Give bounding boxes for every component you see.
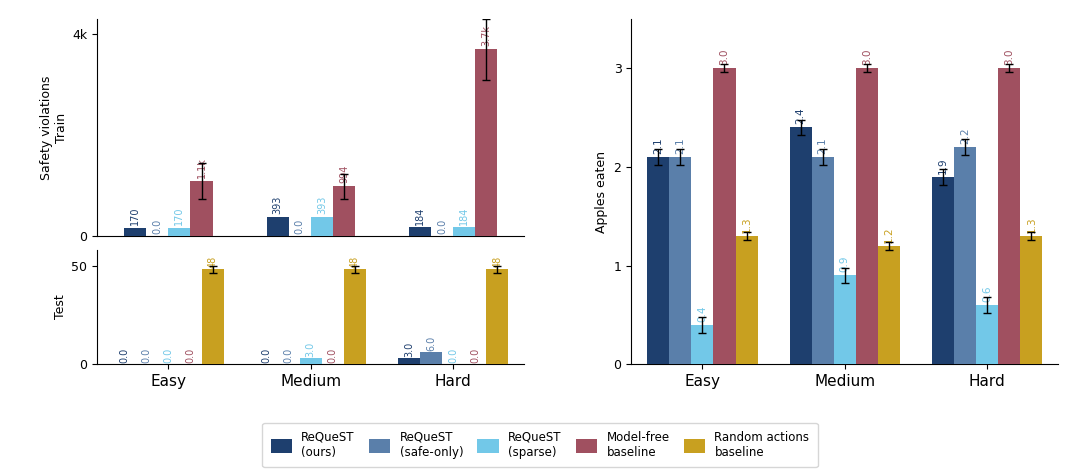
Text: 48: 48 xyxy=(207,256,217,268)
Bar xyxy=(812,157,834,364)
Text: 2.1: 2.1 xyxy=(818,138,827,154)
Bar xyxy=(311,217,333,236)
Legend: ReQueST
(ours), ReQueST
(safe-only), ReQueST
(sparse), Model-free
baseline, Rand: ReQueST (ours), ReQueST (safe-only), ReQ… xyxy=(262,422,818,467)
Text: 3.0: 3.0 xyxy=(862,49,872,65)
Text: 393: 393 xyxy=(316,196,327,214)
Bar xyxy=(267,217,288,236)
Bar xyxy=(998,68,1021,364)
Bar xyxy=(399,358,420,364)
Text: 0.0: 0.0 xyxy=(163,348,174,363)
Bar xyxy=(670,157,691,364)
Bar xyxy=(190,181,213,236)
Text: 184: 184 xyxy=(415,206,426,225)
Text: 393: 393 xyxy=(272,196,283,214)
Bar xyxy=(1021,236,1042,364)
Bar xyxy=(834,275,855,364)
Bar xyxy=(420,352,442,364)
Y-axis label: Apples eaten: Apples eaten xyxy=(595,150,608,233)
Text: 1.3: 1.3 xyxy=(1026,216,1037,233)
Text: 0.6: 0.6 xyxy=(982,286,993,302)
Bar xyxy=(124,228,146,236)
Text: 2.2: 2.2 xyxy=(960,128,970,144)
Bar xyxy=(954,147,976,364)
Text: 3.0: 3.0 xyxy=(306,342,315,357)
Text: 2.1: 2.1 xyxy=(653,138,663,154)
Bar xyxy=(343,270,366,364)
Bar xyxy=(202,270,224,364)
Text: 2.1: 2.1 xyxy=(675,138,686,154)
Text: 48: 48 xyxy=(492,256,502,268)
Text: 2.4: 2.4 xyxy=(796,108,806,124)
Text: 994: 994 xyxy=(339,165,349,183)
Text: 0.0: 0.0 xyxy=(448,348,458,363)
Text: 1.3: 1.3 xyxy=(742,216,752,233)
Text: 3.0: 3.0 xyxy=(1004,49,1014,65)
Text: 3.0: 3.0 xyxy=(404,342,414,357)
Bar xyxy=(878,246,900,364)
Text: 0.0: 0.0 xyxy=(295,219,305,234)
Text: 0.0: 0.0 xyxy=(141,348,151,363)
Text: 0.0: 0.0 xyxy=(261,348,272,363)
Bar xyxy=(486,270,509,364)
Text: 0.0: 0.0 xyxy=(328,348,338,363)
Bar xyxy=(647,157,670,364)
Text: 1.1k: 1.1k xyxy=(197,157,206,178)
Bar xyxy=(409,227,431,236)
Text: 170: 170 xyxy=(131,207,140,225)
Bar xyxy=(976,305,998,364)
Bar xyxy=(932,177,954,364)
Text: 48: 48 xyxy=(350,256,360,268)
Bar xyxy=(735,236,757,364)
Text: 170: 170 xyxy=(175,207,185,225)
Text: 0.0: 0.0 xyxy=(284,348,294,363)
Bar xyxy=(168,228,190,236)
Text: 1.9: 1.9 xyxy=(939,157,948,174)
Bar xyxy=(475,49,498,237)
Bar xyxy=(714,68,735,364)
Text: 0.9: 0.9 xyxy=(840,256,850,272)
Bar xyxy=(789,127,812,364)
Text: 1.2: 1.2 xyxy=(883,226,894,243)
Text: 0.4: 0.4 xyxy=(698,305,707,322)
Bar xyxy=(454,227,475,236)
Text: 0.0: 0.0 xyxy=(152,219,162,234)
Text: 184: 184 xyxy=(459,206,469,225)
Text: 0.0: 0.0 xyxy=(470,348,481,363)
Bar xyxy=(300,358,322,364)
Text: 3.7k: 3.7k xyxy=(482,25,491,46)
Text: 0.0: 0.0 xyxy=(186,348,195,363)
Text: 0.0: 0.0 xyxy=(437,219,447,234)
Bar xyxy=(855,68,878,364)
Text: 0.0: 0.0 xyxy=(119,348,130,363)
Text: 6.0: 6.0 xyxy=(427,336,436,351)
Y-axis label: Safety violations
Train: Safety violations Train xyxy=(40,76,68,180)
Y-axis label: Test: Test xyxy=(54,295,67,319)
Text: 3.0: 3.0 xyxy=(719,49,729,65)
Bar xyxy=(333,186,355,236)
Bar xyxy=(691,325,714,364)
